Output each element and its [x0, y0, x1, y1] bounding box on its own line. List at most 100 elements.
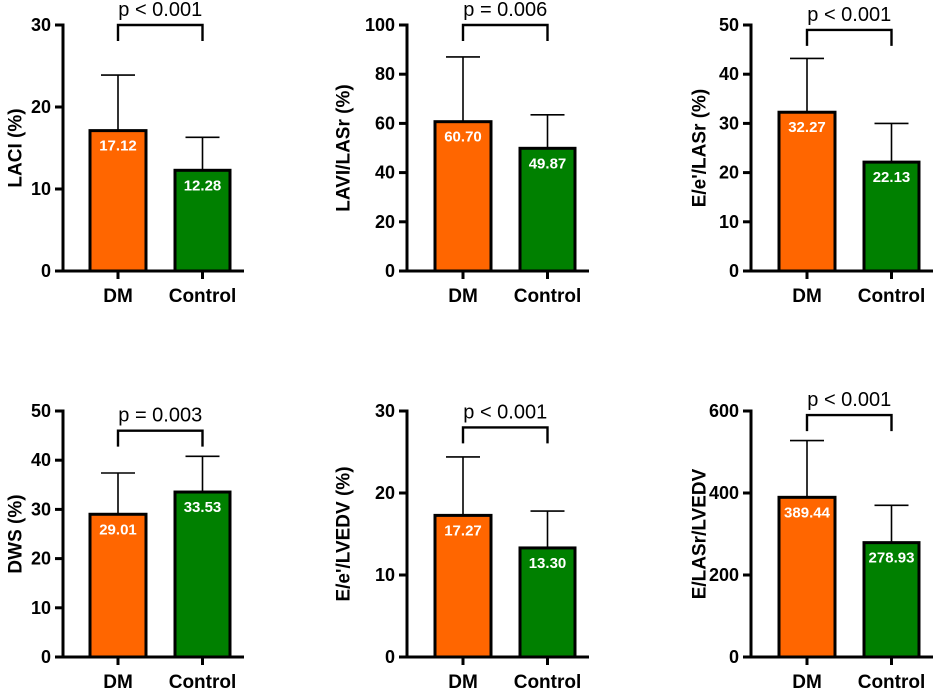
error-bar — [101, 74, 135, 131]
y-tick-label: 40 — [375, 163, 395, 183]
data-label: 33.53 — [184, 499, 222, 516]
y-axis-title: DWS (%) — [6, 494, 27, 573]
y-tick-label: 0 — [729, 261, 739, 281]
y-tick-label: 200 — [709, 565, 739, 585]
significance-label: p = 0.006 — [463, 0, 547, 21]
x-tick-label: DM — [792, 286, 822, 307]
significance-label: p < 0.001 — [118, 0, 202, 21]
chart-panel-4: 29.01 33.53 0 10 20 30 40 50 DM Control DWS (%) p =… — [6, 401, 244, 689]
y-tick-label: 100 — [365, 15, 395, 35]
y-tick-label: 30 — [375, 401, 395, 421]
significance-label: p < 0.001 — [807, 4, 891, 26]
bar-control — [518, 146, 577, 273]
y-tick-label: 0 — [385, 261, 395, 281]
data-label: 22.13 — [873, 169, 911, 186]
x-tick-label: Control — [169, 672, 237, 689]
data-label: 389.44 — [784, 504, 831, 521]
x-tick-label: DM — [448, 286, 478, 307]
error-bar — [790, 439, 824, 498]
y-tick-label: 10 — [375, 565, 395, 585]
y-tick-label: 600 — [709, 401, 739, 421]
significance-bracket — [805, 28, 893, 46]
data-label: 49.87 — [529, 155, 567, 172]
significance-bracket — [116, 23, 204, 41]
error-bar — [446, 56, 480, 122]
data-label: 60.70 — [444, 129, 482, 146]
x-tick-label: DM — [792, 672, 822, 689]
y-tick-label: 10 — [31, 179, 51, 199]
bar-dm — [777, 495, 837, 659]
error-bar — [185, 136, 220, 171]
y-tick-label: 400 — [709, 483, 739, 503]
bar-control — [862, 160, 921, 273]
error-bar — [530, 510, 565, 548]
y-tick-label: 0 — [729, 647, 739, 667]
error-bar — [874, 122, 909, 163]
bar-control — [862, 541, 921, 659]
y-tick-label: 20 — [719, 163, 739, 183]
y-axis-title: E/e'/LVEDV (%) — [334, 466, 355, 601]
y-tick-label: 20 — [31, 97, 51, 117]
y-tick-label: 80 — [375, 64, 395, 84]
bar-dm — [88, 512, 148, 659]
error-bar — [185, 455, 220, 493]
data-label: 17.12 — [99, 138, 137, 155]
y-tick-label: 10 — [31, 598, 51, 618]
significance-bracket — [805, 413, 893, 432]
y-tick-label: 30 — [31, 15, 51, 35]
x-tick-label: Control — [858, 672, 926, 689]
x-tick-label: Control — [858, 286, 926, 307]
error-bar — [101, 472, 135, 515]
bar-control — [173, 490, 232, 659]
y-axis-title: LACI (%) — [6, 108, 27, 187]
x-tick-label: Control — [169, 286, 237, 307]
data-label: 17.27 — [444, 522, 482, 539]
y-tick-label: 0 — [385, 647, 395, 667]
data-label: 32.27 — [788, 119, 826, 136]
y-tick-label: 20 — [375, 483, 395, 503]
y-tick-label: 50 — [719, 15, 739, 35]
x-tick-label: DM — [103, 672, 133, 689]
chart-panel-5: 17.27 13.30 0 10 20 30 DM Control E/e'/LVEDV (%)… — [334, 401, 589, 689]
chart-panel-6: 389.44 278.93 0 200 400 600 DM Control E/LASr/LV… — [690, 389, 933, 689]
bar-dm — [88, 129, 148, 273]
y-tick-label: 40 — [31, 450, 51, 470]
y-tick-label: 10 — [719, 212, 739, 232]
y-axis-title: E/LASr/LVEDV — [690, 468, 711, 599]
x-tick-label: Control — [514, 286, 582, 307]
y-axis-title: LAVI/LASr (%) — [334, 84, 355, 211]
y-tick-label: 30 — [31, 499, 51, 519]
significance-label: p = 0.003 — [118, 405, 202, 427]
bar-control — [518, 546, 577, 659]
y-tick-label: 40 — [719, 64, 739, 84]
data-label: 29.01 — [99, 521, 137, 538]
bar-dm — [433, 120, 493, 273]
data-label: 278.93 — [869, 550, 915, 567]
chart-panel-3: 32.27 22.13 0 10 20 30 40 50 DM Control E/e'/LASr … — [690, 4, 933, 307]
data-label: 13.30 — [529, 555, 567, 572]
chart-panel-2: 60.70 49.87 0 20 40 60 80 100 DM Control LAVI/LASr… — [334, 0, 589, 307]
y-axis-title: E/e'/LASr (%) — [690, 89, 711, 208]
y-tick-label: 0 — [41, 647, 51, 667]
y-tick-label: 30 — [719, 113, 739, 133]
chart-panel-1: 17.12 12.28 0 10 20 30 DM Control LACI (%) p < 0.… — [6, 0, 244, 307]
error-bar — [446, 456, 480, 516]
data-label: 12.28 — [184, 177, 222, 194]
error-bar — [874, 504, 909, 543]
x-tick-label: Control — [514, 672, 582, 689]
x-tick-label: DM — [103, 286, 133, 307]
significance-bracket — [461, 426, 549, 444]
error-bar — [790, 57, 824, 113]
y-tick-label: 20 — [31, 549, 51, 569]
error-bar — [530, 113, 565, 149]
y-tick-label: 20 — [375, 212, 395, 232]
significance-label: p < 0.001 — [463, 401, 547, 423]
y-tick-label: 50 — [31, 401, 51, 421]
significance-label: p < 0.001 — [807, 389, 891, 411]
y-tick-label: 0 — [41, 261, 51, 281]
significance-bracket — [461, 23, 549, 41]
y-tick-label: 60 — [375, 113, 395, 133]
x-tick-label: DM — [448, 672, 478, 689]
significance-bracket — [116, 429, 204, 447]
